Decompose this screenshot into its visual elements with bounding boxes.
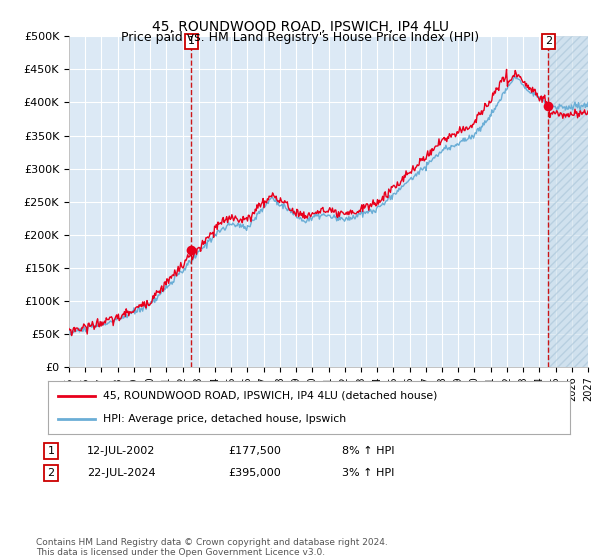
Text: £395,000: £395,000 (228, 468, 281, 478)
Text: Price paid vs. HM Land Registry's House Price Index (HPI): Price paid vs. HM Land Registry's House … (121, 31, 479, 44)
Text: 1: 1 (188, 36, 195, 46)
Text: £177,500: £177,500 (228, 446, 281, 456)
Text: 2: 2 (545, 36, 552, 46)
Text: 3% ↑ HPI: 3% ↑ HPI (342, 468, 394, 478)
Text: HPI: Average price, detached house, Ipswich: HPI: Average price, detached house, Ipsw… (103, 414, 346, 424)
Text: 8% ↑ HPI: 8% ↑ HPI (342, 446, 395, 456)
Text: 45, ROUNDWOOD ROAD, IPSWICH, IP4 4LU: 45, ROUNDWOOD ROAD, IPSWICH, IP4 4LU (151, 20, 449, 34)
Text: 12-JUL-2002: 12-JUL-2002 (87, 446, 155, 456)
Text: Contains HM Land Registry data © Crown copyright and database right 2024.
This d: Contains HM Land Registry data © Crown c… (36, 538, 388, 557)
Text: 45, ROUNDWOOD ROAD, IPSWICH, IP4 4LU (detached house): 45, ROUNDWOOD ROAD, IPSWICH, IP4 4LU (de… (103, 391, 437, 401)
Text: 2: 2 (47, 468, 55, 478)
Text: 22-JUL-2024: 22-JUL-2024 (87, 468, 155, 478)
Text: 1: 1 (47, 446, 55, 456)
Bar (548, 36, 588, 367)
